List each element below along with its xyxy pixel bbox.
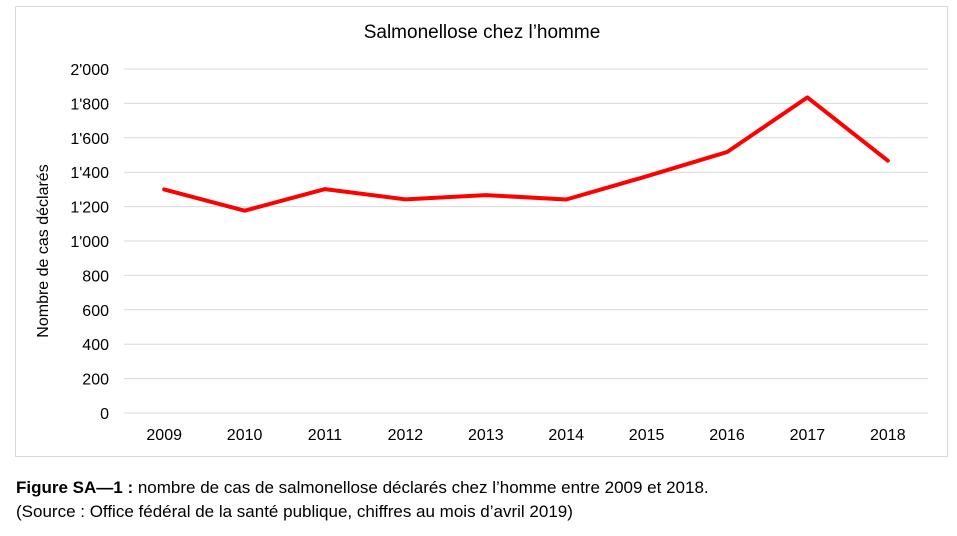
x-tick-label: 2010 [227,427,263,444]
y-tick-label: 400 [82,337,109,354]
caption-text: nombre de cas de salmonellose déclarés c… [133,478,709,497]
x-tick-label: 2015 [629,427,665,444]
x-tick-label: 2014 [548,427,584,444]
y-tick-label: 1'800 [70,96,109,113]
y-tick-label: 200 [82,372,109,389]
x-tick-label: 2018 [870,427,906,444]
y-tick-labels: 0 200 400 600 800 1'000 1'200 1'400 1'600 1'800 2'… [70,62,109,423]
x-tick-label: 2009 [146,427,182,444]
gridlines [124,68,928,414]
line-chart: Salmonellose chez l’homme 0 200 400 600 800 1… [35,22,928,444]
y-tick-label: 1'600 [70,131,109,148]
y-tick-label: 2'000 [70,62,109,79]
x-tick-label: 2012 [388,427,424,444]
y-tick-label: 0 [100,406,109,423]
y-tick-label: 1'400 [70,165,109,182]
x-tick-labels: 2009 2010 2011 2012 2013 2014 2015 2016 2017 2018 [146,427,905,444]
x-tick-label: 2017 [790,427,826,444]
y-tick-label: 800 [82,268,109,285]
x-tick-label: 2013 [468,427,504,444]
x-tick-label: 2011 [308,427,343,444]
y-tick-label: 1'000 [70,234,109,251]
y-axis-title: Nombre de cas déclarés [35,164,52,337]
chart-frame [15,6,948,457]
caption-label: Figure SA—1 : [16,478,134,497]
y-tick-label: 1'200 [70,200,109,217]
x-tick-label: 2016 [709,427,745,444]
caption-line-1: Figure SA—1 : nombre de cas de salmonell… [16,476,946,500]
series-line [162,95,890,213]
y-tick-label: 600 [82,303,109,320]
caption-source: (Source : Office fédéral de la santé pub… [16,502,573,521]
series-layer [162,95,890,213]
chart-title: Salmonellose chez l’homme [364,22,601,43]
figure-caption: Figure SA—1 : nombre de cas de salmonell… [16,476,946,524]
